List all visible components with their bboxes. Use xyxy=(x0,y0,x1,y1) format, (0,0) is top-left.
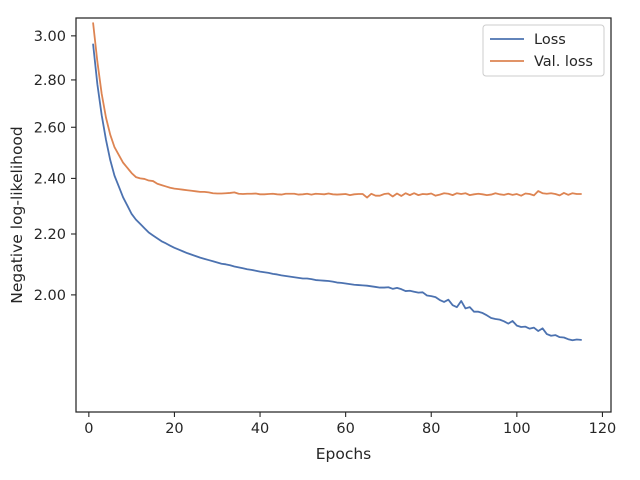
x-tick-label: 20 xyxy=(165,421,183,437)
series-layer xyxy=(92,22,582,342)
y-tick-label: 3.00 xyxy=(34,29,66,45)
legend: Loss Val. loss xyxy=(482,24,605,77)
series-line-val-loss xyxy=(92,22,582,199)
y-tick-label: 2.00 xyxy=(34,288,66,304)
x-tick-label: 40 xyxy=(251,421,269,437)
y-tick-label: 2.40 xyxy=(34,171,66,187)
axes-frame xyxy=(75,17,612,413)
legend-label-val-loss: Val. loss xyxy=(534,54,593,70)
x-tick-label: 80 xyxy=(422,421,440,437)
y-tick-label: 2.20 xyxy=(34,227,66,243)
plot-area xyxy=(75,17,612,413)
x-tick-label: 60 xyxy=(336,421,354,437)
y-axis-ticks: 2.00 2.20 2.40 2.60 2.80 3.00 xyxy=(34,29,76,304)
y-axis-title: Negative log-likelihood xyxy=(8,126,26,304)
series-line-loss xyxy=(92,43,582,342)
y-tick-label: 2.80 xyxy=(34,73,66,89)
x-axis-ticks: 0 20 40 60 80 100 120 xyxy=(84,412,616,437)
x-axis-title: Epochs xyxy=(316,445,372,463)
legend-label-loss: Loss xyxy=(534,32,566,48)
legend-box xyxy=(482,24,605,77)
x-tick-label: 0 xyxy=(84,421,93,437)
x-tick-label: 100 xyxy=(503,421,531,437)
y-tick-label: 2.60 xyxy=(34,120,66,136)
x-tick-label: 120 xyxy=(589,421,617,437)
